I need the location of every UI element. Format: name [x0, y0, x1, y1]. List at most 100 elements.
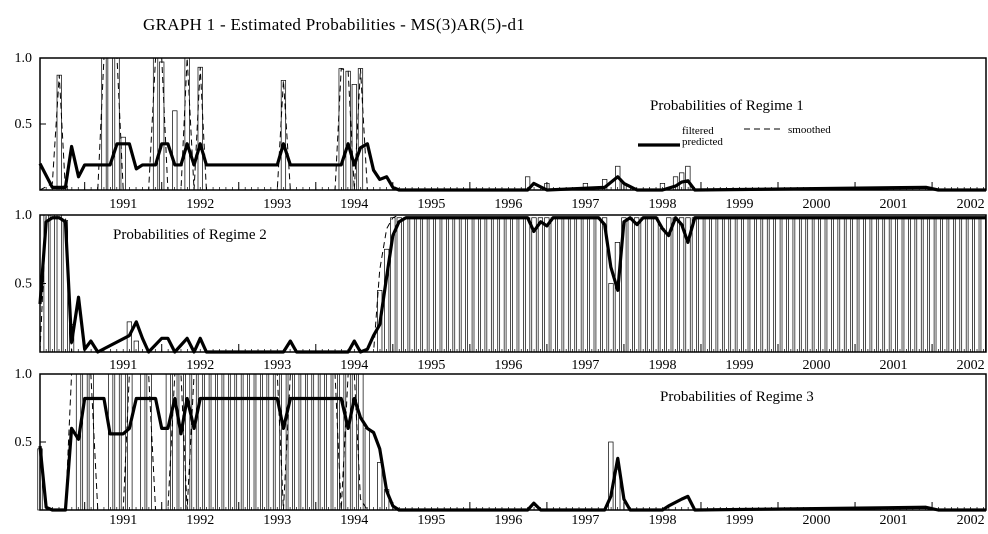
x-tick-label: 1992 — [186, 358, 214, 373]
filtered-bar — [236, 373, 242, 511]
filtered-bar — [473, 217, 479, 353]
filtered-bar — [460, 217, 467, 353]
filtered-bar — [114, 373, 120, 511]
panel-frame — [39, 57, 987, 191]
predicted-line — [38, 396, 986, 512]
filtered-bar — [499, 217, 505, 353]
filtered-bar — [172, 110, 178, 191]
x-tick-label: 1999 — [725, 358, 753, 373]
filtered-bar — [197, 66, 203, 191]
filtered-bar — [345, 373, 351, 511]
x-tick-label: 1992 — [186, 513, 214, 528]
filtered-bar — [839, 217, 845, 353]
filtered-bar — [711, 217, 717, 353]
filtered-bar — [447, 217, 454, 353]
filtered-bar — [589, 217, 595, 353]
x-tick-label: 1995 — [417, 358, 445, 373]
filtered-bar — [249, 373, 255, 511]
x-tick-label: 1991 — [109, 197, 137, 212]
smoothed-line — [39, 57, 986, 191]
x-tick-label: 1991 — [109, 358, 137, 373]
filtered-bar — [685, 165, 691, 191]
filtered-bar — [287, 373, 293, 511]
filtered-bar — [614, 242, 621, 353]
filtered-bar — [120, 373, 127, 511]
x-tick-label: 1994 — [340, 358, 368, 373]
filtered-bar — [743, 217, 749, 353]
filtered-bar — [56, 214, 62, 353]
filtered-bar — [101, 57, 107, 191]
filtered-bar — [980, 217, 986, 353]
filtered-bar — [961, 217, 967, 353]
filtered-bar — [306, 373, 313, 511]
filtered-bar — [775, 217, 781, 353]
filtered-bar — [229, 373, 236, 511]
y-tick-label: 0.5 — [15, 277, 33, 292]
filtered-bar — [524, 217, 531, 353]
filtered-bar — [338, 68, 344, 191]
filtered-bar — [833, 217, 839, 353]
x-tick-label: 2001 — [880, 197, 908, 212]
filtered-bar — [358, 373, 364, 511]
filtered-bar — [319, 373, 325, 511]
filtered-bar — [666, 217, 672, 353]
x-tick-label: 1993 — [263, 513, 291, 528]
filtered-bar — [627, 217, 633, 353]
filtered-bar — [704, 217, 710, 353]
filtered-bar — [403, 217, 409, 353]
filtered-bar — [877, 217, 884, 353]
filtered-bar — [364, 428, 370, 511]
filtered-bar — [210, 373, 216, 511]
filtered-bar — [794, 217, 800, 353]
filtered-bar — [788, 217, 794, 353]
filtered-bar — [691, 217, 698, 353]
filtered-bar — [544, 217, 550, 353]
filtered-bar — [557, 217, 563, 353]
x-tick-label: 1992 — [186, 197, 214, 212]
filtered-bar — [826, 217, 832, 353]
filtered-bar — [339, 373, 345, 511]
filtered-bar — [897, 217, 903, 353]
filtered-bar — [768, 217, 775, 353]
filtered-bar — [723, 217, 730, 353]
x-tick-label: 1999 — [725, 513, 753, 528]
filtered-bar — [910, 217, 916, 353]
filtered-bar — [730, 217, 736, 353]
legend-predicted-label: predicted — [682, 136, 723, 148]
filtered-bar — [800, 217, 807, 353]
filtered-bar — [852, 217, 858, 353]
filtered-bar — [165, 373, 171, 511]
legend: filtered smoothed predicted — [638, 124, 831, 148]
filtered-bar — [326, 373, 332, 511]
filtered-bar — [480, 217, 486, 353]
filtered-bar — [49, 214, 55, 353]
regime-panel-1: 1.0 0.5 1991 1992 1993 1994 1995 1996 1997 1998 19… — [15, 51, 987, 212]
filtered-bar — [172, 373, 178, 511]
filtered-bar — [262, 373, 268, 511]
filtered-bar — [82, 373, 88, 511]
filtered-bar — [396, 217, 402, 353]
x-tick-label: 1995 — [417, 513, 445, 528]
x-tick-label: 1993 — [263, 197, 291, 212]
x-tick-label: 1994 — [340, 197, 368, 212]
x-tick-label: 1997 — [571, 513, 599, 528]
filtered-bar — [736, 217, 742, 353]
x-tick-label: 2000 — [803, 513, 831, 528]
filtered-bar — [974, 217, 980, 353]
filtered-bar — [954, 217, 961, 353]
filtered-bar — [300, 373, 306, 511]
filtered-bar — [537, 217, 544, 353]
filtered-bar — [608, 283, 614, 353]
filtered-bar — [698, 217, 704, 353]
filtered-bar — [114, 57, 120, 191]
filtered-bar — [217, 373, 223, 511]
chart-title: GRAPH 1 - Estimated Probabilities - MS(3… — [143, 15, 525, 34]
y-tick-label: 1.0 — [15, 367, 33, 382]
filtered-bar — [492, 217, 499, 353]
filtered-bar — [313, 373, 319, 511]
filtered-bar — [672, 217, 678, 353]
filtered-bar — [807, 217, 813, 353]
filtered-bar — [435, 217, 441, 353]
filtered-bar — [467, 217, 473, 353]
